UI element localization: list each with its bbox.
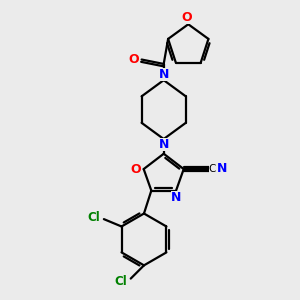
Text: N: N <box>158 138 169 151</box>
Text: C: C <box>208 164 216 174</box>
Text: Cl: Cl <box>87 211 100 224</box>
Text: N: N <box>171 191 181 204</box>
Text: O: O <box>128 53 139 66</box>
Text: N: N <box>217 162 227 175</box>
Text: N: N <box>158 68 169 81</box>
Text: O: O <box>130 163 141 176</box>
Text: O: O <box>182 11 192 24</box>
Text: Cl: Cl <box>114 275 127 288</box>
